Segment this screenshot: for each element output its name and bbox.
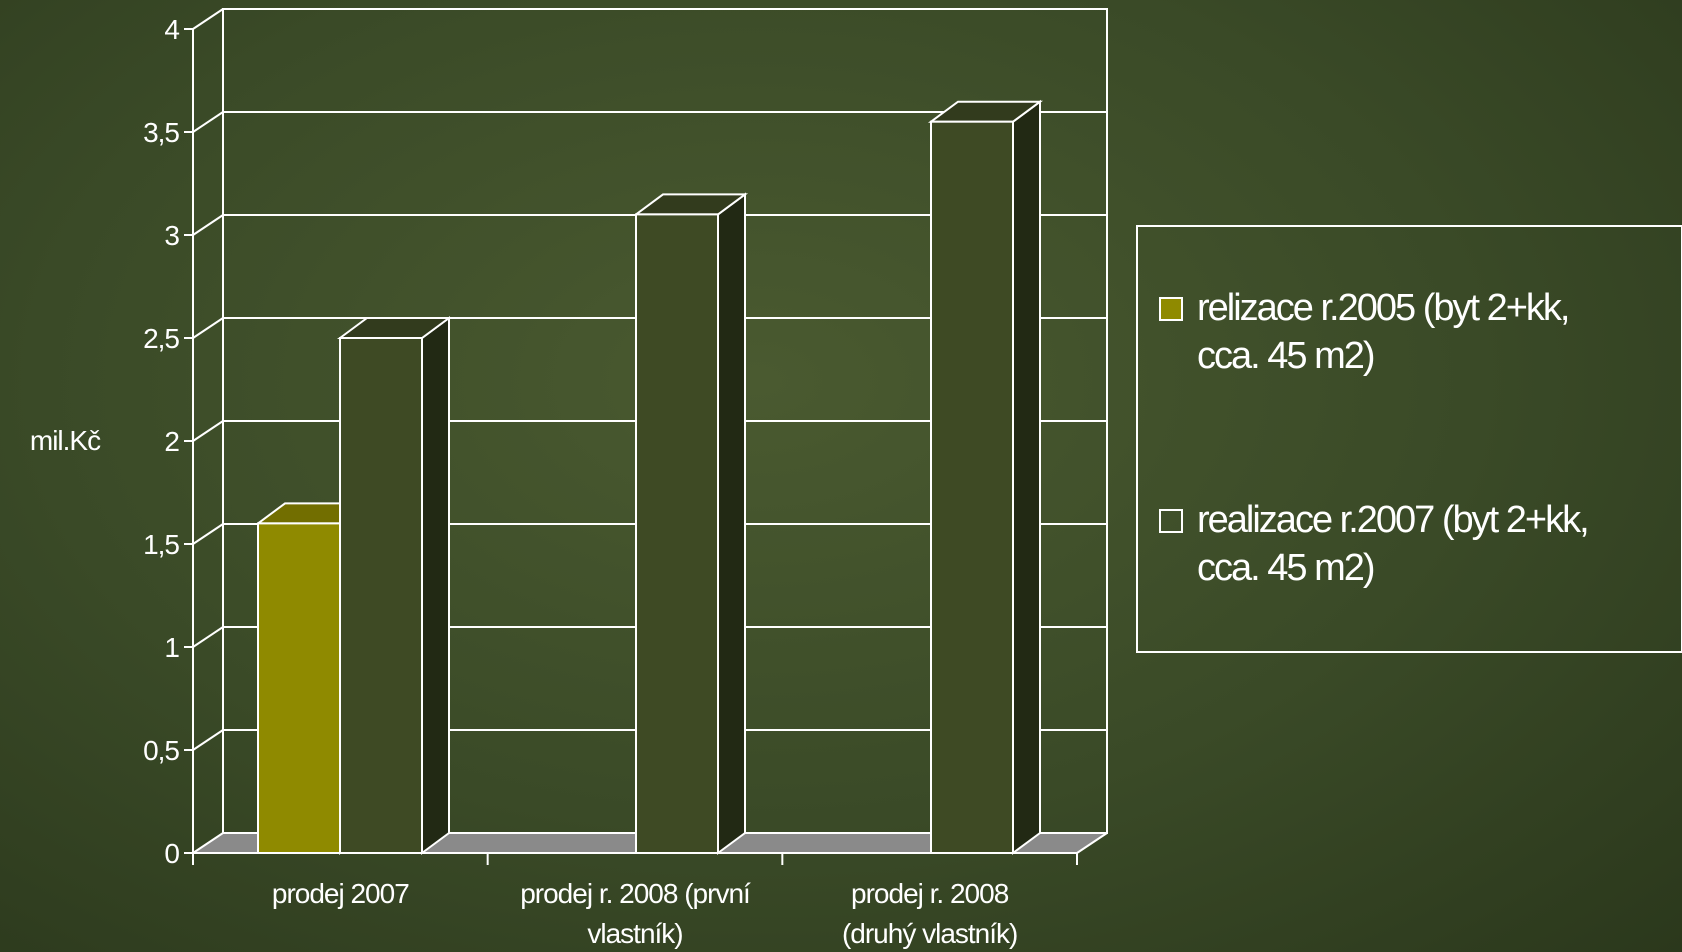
axes: 0 0,5 1 1,5 2 2,5 3 3,5 4 mil.Kč prodej 2007 prodej…	[30, 9, 1108, 949]
bar	[257, 522, 341, 855]
y-tick-label: 4	[164, 14, 179, 45]
bar	[930, 120, 1014, 854]
y-tick-label: 0	[164, 838, 179, 869]
y-tick-label: 3	[164, 220, 179, 251]
floor-edge	[1076, 832, 1108, 854]
side-wall-gridline	[192, 317, 224, 339]
side-wall-gridline	[192, 729, 224, 751]
bars	[254, 99, 1044, 855]
x-tick-label: prodej r. 2008 (druhý vlastník)	[842, 878, 1017, 949]
side-wall-gridline	[192, 626, 224, 648]
side-wall-gridline	[192, 832, 224, 854]
y-tick-label: 3,5	[143, 117, 179, 148]
legend-label: relizace r.2005 (byt 2+kk, cca. 45 m2)	[1197, 287, 1569, 377]
legend-swatch	[1159, 297, 1183, 321]
legend-box	[1136, 225, 1682, 653]
bar	[635, 213, 719, 854]
bar	[339, 337, 423, 854]
bar-side	[421, 316, 450, 855]
side-wall-gridline	[192, 523, 224, 545]
y-tick-label: 1,5	[143, 529, 179, 560]
bar-side	[717, 192, 746, 855]
legend-label: realizace r.2007 (byt 2+kk, cca. 45 m2)	[1197, 499, 1588, 589]
side-wall-gridline	[192, 214, 224, 236]
y-tick-label: 1	[164, 632, 179, 663]
legend-swatch	[1159, 509, 1183, 533]
y-tick-label: 0,5	[143, 735, 179, 766]
y-tick-label: 2,5	[143, 323, 179, 354]
y-axis-label: mil.Kč	[30, 425, 101, 456]
x-tick-label: prodej r. 2008 (první vlastník)	[520, 878, 751, 949]
side-wall-gridline	[192, 420, 224, 442]
legend: relizace r.2005 (byt 2+kk, cca. 45 m2) rea…	[1136, 225, 1682, 653]
bar-side	[1012, 99, 1041, 855]
side-wall-gridline	[192, 111, 224, 133]
y-tick-label: 2	[164, 426, 179, 457]
x-tick-label: prodej 2007	[272, 878, 409, 909]
side-wall-gridline	[192, 8, 224, 30]
